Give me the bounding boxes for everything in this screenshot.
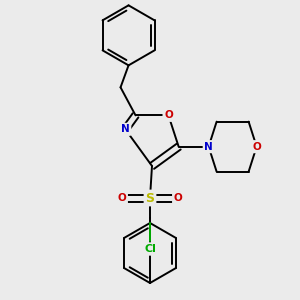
Text: O: O [174, 193, 182, 203]
Text: O: O [164, 110, 173, 120]
Text: O: O [118, 193, 126, 203]
Text: N: N [121, 124, 130, 134]
Text: S: S [146, 191, 154, 205]
Text: O: O [252, 142, 261, 152]
Text: Cl: Cl [144, 244, 156, 254]
Text: N: N [204, 142, 213, 152]
